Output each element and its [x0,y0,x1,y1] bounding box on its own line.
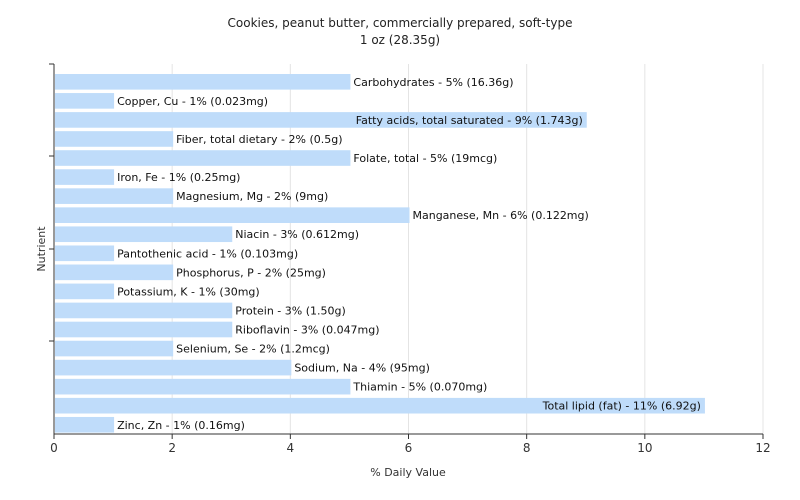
bar [55,150,351,166]
bar-label: Potassium, K - 1% (30mg) [117,285,260,298]
bar [55,245,115,262]
bar-label: Copper, Cu - 1% (0.023mg) [117,95,268,108]
x-tick-label: 2 [168,441,176,455]
bar-label: Phosphorus, P - 2% (25mg) [176,266,326,279]
bar [55,378,351,395]
bar [55,302,233,319]
bar-label: Niacin - 3% (0.612mg) [235,228,359,241]
bar [55,207,410,223]
bar-label: Iron, Fe - 1% (0.25mg) [117,171,240,184]
bar [55,264,174,281]
x-tick-label: 12 [755,441,770,455]
bar [55,283,115,300]
bar [55,131,174,147]
bar-label: Sodium, Na - 4% (95mg) [294,362,430,375]
x-tick-label: 0 [50,441,58,455]
bar-label: Pantothenic acid - 1% (0.103mg) [117,247,298,260]
bar [55,359,292,376]
bar [55,112,587,128]
x-tick-label: 10 [637,441,652,455]
bar [55,416,115,433]
bar-label: Carbohydrates - 5% (16.36g) [353,76,513,89]
bar-label: Riboflavin - 3% (0.047mg) [235,323,379,336]
bar-label: Fatty acids, total saturated - 9% (1.743… [356,114,583,127]
bar [55,93,115,109]
bar-label: Total lipid (fat) - 11% (6.92g) [542,400,701,413]
bar [55,226,233,243]
bar-label: Manganese, Mn - 6% (0.122mg) [413,209,589,222]
x-tick-label: 4 [287,441,295,455]
bars: Carbohydrates - 5% (16.36g) Copper, Cu - … [55,74,705,433]
bar [55,340,174,357]
y-axis-label: Nutrient [35,226,48,272]
chart-title: Cookies, peanut butter, commercially pre… [228,16,573,30]
bar-label: Folate, total - 5% (19mcg) [353,152,497,165]
bar-label: Zinc, Zn - 1% (0.16mg) [117,419,245,432]
bar [55,169,115,185]
bar [55,74,351,90]
bar-label: Selenium, Se - 2% (1.2mcg) [176,343,330,356]
bar [55,188,174,204]
bar [55,321,233,338]
bar [55,397,705,414]
bar-label: Magnesium, Mg - 2% (9mg) [176,190,328,203]
x-tick-label: 6 [405,441,413,455]
bar-label: Protein - 3% (1.50g) [235,304,346,317]
bar-label: Thiamin - 5% (0.070mg) [352,381,487,394]
x-tick-label: 8 [523,441,531,455]
chart-subtitle: 1 oz (28.35g) [360,33,440,47]
axes: 0 2 4 6 8 10 12 [49,63,771,455]
bar-label: Fiber, total dietary - 2% (0.5g) [176,133,342,146]
x-axis-label: % Daily Value [370,466,446,479]
